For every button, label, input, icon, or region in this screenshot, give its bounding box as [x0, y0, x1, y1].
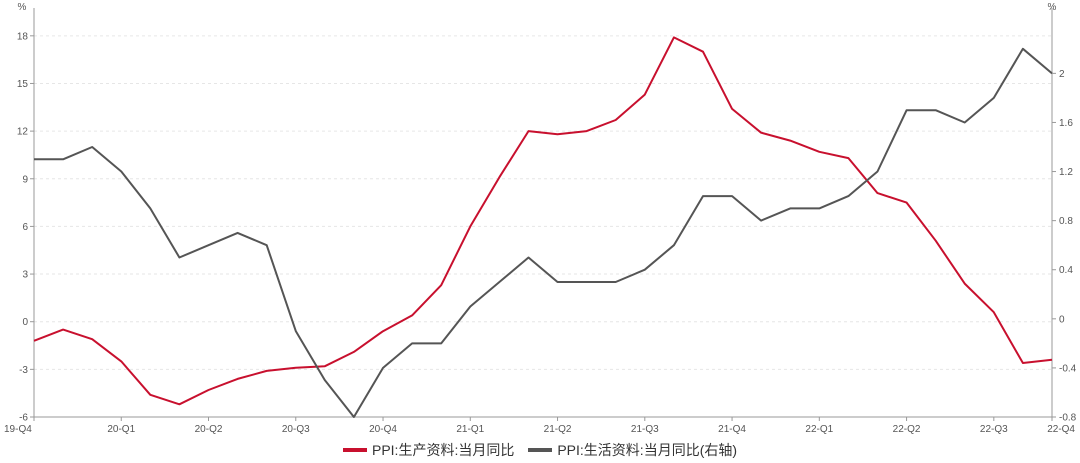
- y-right-tick-label: 2: [1059, 69, 1065, 80]
- series-line-consumer: [34, 47, 1053, 418]
- line-chart: -6 -3 0 3 6 9 12 15 18 -0.8 -0.4 0 0.4 0.8 1.2 1.6 2% % 19…: [4, 2, 1077, 435]
- legend-label-producer: PPI:生产资料:当月同比: [371, 442, 515, 458]
- y-right-tick-label: 1.2: [1059, 167, 1073, 178]
- legend-swatch-producer: [342, 448, 367, 452]
- x-tick-label: 21-Q4: [718, 424, 746, 435]
- series-line-producer: [33, 36, 1053, 406]
- x-tick-label: 20-Q3: [282, 424, 310, 435]
- x-tick-label: 20-Q4: [369, 424, 397, 435]
- y-left-tick-label: 9: [22, 174, 28, 185]
- y-right-tick-label: 0: [1059, 314, 1065, 325]
- x-tick-label: 22-Q1: [805, 424, 833, 435]
- x-tick-label: 20-Q2: [195, 424, 223, 435]
- y-left-tick-label: -3: [19, 365, 28, 376]
- y-right-unit: %: [1048, 2, 1057, 13]
- y-right-tick-label: 0.4: [1059, 265, 1073, 276]
- x-tick-label: 22-Q3: [980, 424, 1008, 435]
- y-right-tick-label: -0.4: [1059, 363, 1077, 374]
- x-tick-label: 22-Q4: [1047, 424, 1075, 435]
- y-left-tick-label: -6: [19, 413, 28, 424]
- x-tick-label: 21-Q2: [544, 424, 572, 435]
- x-tick-label: 20-Q1: [107, 424, 135, 435]
- x-tick-label: 21-Q1: [456, 424, 484, 435]
- y-left-tick-label: 0: [22, 317, 28, 328]
- x-tick-label: 21-Q3: [631, 424, 659, 435]
- y-left-tick-label: 6: [22, 222, 28, 233]
- y-right-tick-label: 0.8: [1059, 216, 1073, 227]
- y-left-unit: %: [18, 2, 27, 13]
- y-left-tick-label: 15: [17, 79, 29, 90]
- legend-item-producer[interactable]: PPI:生产资料:当月同比: [342, 440, 515, 460]
- y-left-tick-label: 12: [17, 127, 29, 138]
- legend-item-consumer[interactable]: PPI:生活资料:当月同比(右轴): [528, 440, 737, 460]
- x-tick-label: 19-Q4: [4, 424, 32, 435]
- legend-swatch-consumer: [528, 448, 553, 452]
- x-tick-label: 22-Q2: [893, 424, 921, 435]
- y-left-tick-label: 3: [22, 270, 28, 281]
- legend-label-consumer: PPI:生活资料:当月同比(右轴): [557, 442, 738, 458]
- y-right-tick-label: 1.6: [1059, 118, 1073, 129]
- y-left-tick-label: 18: [17, 31, 29, 42]
- legend: PPI:生产资料:当月同比 PPI:生活资料:当月同比(右轴): [0, 440, 1080, 460]
- y-right-tick-label: -0.8: [1059, 413, 1077, 424]
